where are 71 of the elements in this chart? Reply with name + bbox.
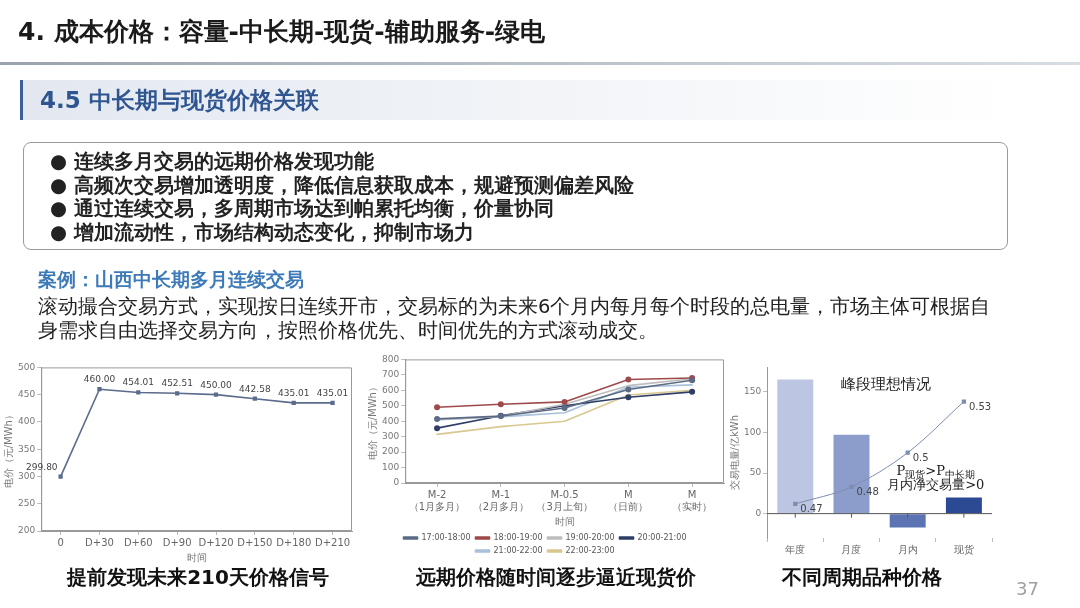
x-tick-label: D+120 bbox=[198, 536, 234, 548]
x-tick-label: M-1（2月多月） bbox=[472, 488, 530, 512]
x-tick-label: 年度 bbox=[785, 543, 806, 555]
data-label: 435.01 bbox=[316, 387, 349, 398]
data-label: 0.47 bbox=[800, 503, 823, 515]
x-tick-label: D+180 bbox=[276, 536, 312, 548]
legend-label: 22:00-23:00 bbox=[565, 546, 615, 556]
legend-label: 20:00-21:00 bbox=[637, 533, 687, 543]
y-tick-label: 0 bbox=[393, 477, 400, 488]
legend-label: 19:00-20:00 bbox=[565, 533, 615, 543]
x-tick-label: D+210 bbox=[314, 536, 351, 548]
x-tick-label: 现货 bbox=[953, 543, 974, 555]
text: 峰段理想情况 bbox=[841, 375, 932, 394]
text: 远期价格随时间逐步逼近现货价 bbox=[415, 564, 697, 591]
text: 提前发现未来210天价格信号 bbox=[65, 564, 330, 591]
y-tick-label: 300 bbox=[381, 430, 400, 441]
x-axis-title: 时间 bbox=[186, 551, 207, 563]
text: ● 连续多月交易的远期价格发现功能 bbox=[50, 150, 375, 174]
data-label: 442.58 bbox=[239, 383, 271, 394]
text: 37 bbox=[1016, 578, 1039, 599]
y-tick-label: 250 bbox=[17, 498, 36, 509]
y-tick-label: 400 bbox=[381, 415, 400, 426]
x-tick-label: D+30 bbox=[85, 536, 114, 548]
y-tick-label: 500 bbox=[17, 361, 36, 372]
text: 4.5 中长期与现货价格关联 bbox=[20, 80, 1020, 120]
y-tick-label: 400 bbox=[17, 416, 36, 427]
legend-label: 18:00-19:00 bbox=[493, 533, 543, 543]
text: 4. 成本价格：容量-中长期-现货-辅助服务-绿电 bbox=[18, 16, 546, 48]
y-tick-label: 600 bbox=[381, 384, 400, 395]
x-tick-label: M-0.5（3月上旬） bbox=[536, 488, 593, 512]
y-axis-title: 交易电量/亿kWh bbox=[728, 415, 740, 491]
text: 案例：山西中长期多月连续交易 bbox=[38, 267, 304, 292]
y-tick-label: 100 bbox=[381, 461, 400, 472]
text: ● 增加流动性，市场结构动态变化，抑制市场力 bbox=[50, 221, 475, 245]
y-tick-label: 800 bbox=[381, 353, 400, 364]
y-tick-label: 200 bbox=[17, 525, 36, 536]
data-label: 0.5 bbox=[912, 452, 929, 464]
text: 滚动撮合交易方式，实现按日连续开市，交易标的为未来6个月内每月每个时段的总电量，市场主体可根据自身需求自由选择交易方向，按照价格优先、时间优先的方式滚动成交。 bbox=[38, 295, 992, 342]
x-tick-label: 0 bbox=[57, 536, 64, 548]
y-tick-label: 350 bbox=[17, 443, 36, 454]
data-label: 0.53 bbox=[968, 401, 992, 413]
y-tick-label: 300 bbox=[17, 470, 36, 481]
legend-label: 21:00-22:00 bbox=[493, 546, 543, 556]
y-tick-label: 100 bbox=[743, 426, 762, 437]
x-tick-label: D+150 bbox=[237, 536, 273, 548]
legend-label: 17:00-18:00 bbox=[421, 533, 471, 543]
data-label: 299.80 bbox=[26, 462, 58, 473]
y-tick-label: 500 bbox=[381, 400, 400, 411]
y-tick-label: 450 bbox=[17, 389, 36, 400]
y-axis-title: 电价（元/MWh） bbox=[2, 410, 14, 489]
x-tick-label: M（实时） bbox=[672, 488, 713, 512]
data-label: 460.00 bbox=[83, 374, 116, 385]
x-axis-title: 时间 bbox=[554, 515, 575, 527]
text: ● 高频次交易增加透明度，降低信息获取成本，规避预测偏差风险 bbox=[50, 173, 635, 197]
data-label: 435.01 bbox=[277, 387, 310, 398]
y-tick-label: 150 bbox=[743, 386, 762, 397]
x-tick-label: 月内 bbox=[897, 543, 918, 555]
x-tick-label: D+60 bbox=[123, 536, 153, 548]
data-label: 454.01 bbox=[122, 377, 155, 388]
data-label: 452.51 bbox=[161, 378, 193, 389]
y-tick-label: 50 bbox=[749, 467, 762, 478]
text: 不同周期品种价格 bbox=[780, 564, 943, 591]
x-tick-label: M（日前） bbox=[608, 488, 649, 512]
y-axis-title: 电价（元/MWh） bbox=[366, 382, 378, 461]
y-tick-label: 700 bbox=[381, 369, 400, 380]
x-tick-label: D+90 bbox=[162, 536, 192, 548]
x-tick-label: 月度 bbox=[841, 543, 862, 555]
x-tick-label: M-2（1月多月） bbox=[408, 488, 466, 512]
y-tick-label: 200 bbox=[381, 446, 400, 457]
data-label: 450.00 bbox=[200, 379, 233, 390]
text: ● 通过连续交易，多周期市场达到帕累托均衡，价量协同 bbox=[50, 197, 555, 221]
